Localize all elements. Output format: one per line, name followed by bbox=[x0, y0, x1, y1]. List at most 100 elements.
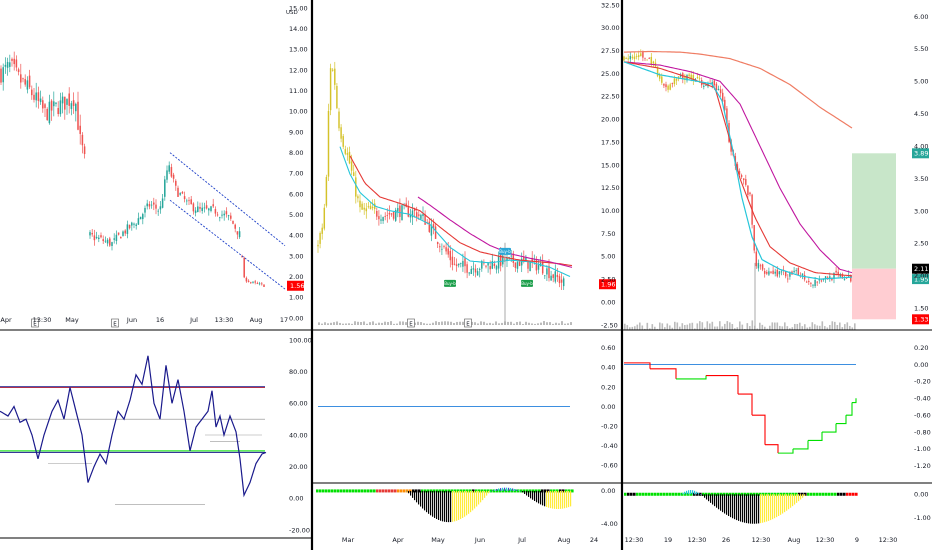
left-candle bbox=[33, 94, 35, 100]
squeeze-dot bbox=[816, 492, 819, 496]
right-candle bbox=[747, 185, 749, 195]
step-line bbox=[846, 402, 853, 416]
earnings-marker bbox=[407, 318, 415, 328]
right-volume-bar bbox=[639, 322, 641, 330]
earnings-marker bbox=[464, 318, 472, 328]
left-currency-label: USD bbox=[286, 10, 298, 16]
squeeze-dot bbox=[466, 489, 469, 493]
left-candle bbox=[106, 239, 109, 244]
momentum-bar bbox=[530, 490, 532, 499]
middle-candle bbox=[441, 248, 443, 250]
momentum-bar bbox=[436, 490, 438, 520]
momentum-bar bbox=[764, 494, 766, 523]
left-candle bbox=[168, 165, 170, 172]
middle-candle bbox=[518, 261, 521, 266]
squeeze-dot bbox=[490, 489, 493, 493]
right-candle bbox=[661, 76, 663, 83]
squeeze-dot bbox=[633, 492, 636, 496]
left-candle bbox=[190, 199, 192, 205]
right-histogram-pane[interactable] bbox=[624, 490, 858, 524]
middle-volume-bar bbox=[333, 322, 335, 325]
middle-candle bbox=[464, 258, 466, 267]
momentum-bar bbox=[456, 490, 458, 521]
momentum-bar bbox=[448, 490, 450, 523]
right-volume-bar bbox=[691, 322, 694, 330]
momentum-bar bbox=[694, 490, 696, 495]
middle-candle bbox=[397, 208, 399, 212]
right-volume-bar bbox=[744, 328, 746, 330]
middle-candle bbox=[514, 262, 517, 268]
right-candle bbox=[648, 57, 650, 59]
step-line bbox=[808, 432, 823, 442]
right-candle bbox=[787, 278, 789, 280]
squeeze-dot bbox=[319, 489, 322, 493]
left-candle bbox=[188, 200, 190, 202]
earnings-marker-label: E bbox=[113, 322, 117, 328]
right-candle bbox=[766, 271, 768, 274]
right-volume-bar bbox=[766, 328, 769, 330]
middle-candle bbox=[462, 261, 464, 267]
right-price-tag-label: 1.95 bbox=[914, 275, 928, 283]
middle-candle bbox=[357, 196, 359, 199]
left-candle bbox=[44, 104, 46, 108]
right-price-pane[interactable]: 3.89 2.11 1.95 1.33 bbox=[623, 49, 929, 330]
middle-volume-bar bbox=[525, 321, 527, 325]
middle-candle bbox=[447, 248, 449, 255]
left-candle bbox=[139, 216, 142, 220]
mid-osc-y-tick-label: 0.20 bbox=[601, 383, 615, 391]
right-oscillator-pane[interactable] bbox=[624, 362, 857, 454]
right-volume-bar bbox=[634, 326, 636, 330]
squeeze-dot bbox=[430, 489, 433, 493]
squeeze-dot bbox=[460, 489, 463, 493]
left-price-y-tick-label: 12.00 bbox=[289, 66, 308, 74]
middle-candle bbox=[470, 268, 473, 274]
right-candle bbox=[684, 76, 686, 80]
momentum-bar bbox=[510, 488, 512, 491]
squeeze-dot bbox=[726, 492, 729, 496]
middle-candle bbox=[523, 256, 525, 261]
right-candle bbox=[759, 265, 762, 267]
left-candle bbox=[247, 280, 250, 282]
right-candle bbox=[793, 270, 795, 273]
right-volume-bar bbox=[764, 326, 766, 330]
momentum-bar bbox=[754, 494, 756, 524]
middle-price-pane[interactable]: Buy-b Buy-b Buy-b E E 1.96 bbox=[317, 61, 616, 328]
left-candle bbox=[186, 200, 188, 202]
squeeze-dot bbox=[831, 492, 834, 496]
left-price-pane[interactable]: 1.56 E E bbox=[0, 51, 304, 328]
momentum-bar bbox=[684, 491, 686, 495]
left-candle bbox=[166, 170, 168, 180]
middle-volume-bar bbox=[339, 322, 341, 325]
middle-candle bbox=[460, 262, 462, 264]
right-candle bbox=[633, 56, 636, 60]
right-volume-bar bbox=[816, 325, 819, 330]
right-candle bbox=[713, 80, 716, 86]
middle-candle bbox=[491, 261, 494, 269]
middle-candle bbox=[468, 272, 470, 274]
right-volume-bar bbox=[709, 323, 711, 330]
middle-candle bbox=[466, 264, 468, 273]
right-candle bbox=[774, 271, 776, 274]
momentum-bar bbox=[752, 494, 754, 524]
left-candle bbox=[179, 193, 181, 195]
right-x-tick-label: Aug bbox=[788, 536, 801, 544]
momentum-bar bbox=[712, 494, 714, 505]
middle-candle bbox=[428, 221, 431, 232]
momentum-bar bbox=[724, 494, 726, 514]
squeeze-dot bbox=[373, 489, 376, 493]
right-candle bbox=[665, 84, 667, 88]
right-price-y-tick-label: 5.50 bbox=[914, 45, 928, 53]
left-candle bbox=[93, 235, 96, 241]
left-candle bbox=[241, 256, 243, 258]
middle-volume-bar bbox=[345, 323, 347, 325]
middle-volume-bar bbox=[366, 323, 368, 325]
middle-candle bbox=[327, 110, 330, 177]
left-oscillator-pane[interactable] bbox=[0, 355, 267, 505]
squeeze-dot bbox=[403, 489, 406, 493]
momentum-bar bbox=[482, 490, 484, 501]
right-price-y-tick-label: 3.00 bbox=[914, 207, 928, 215]
middle-volume-bar bbox=[351, 323, 353, 325]
mid-hist-y-tick-label: 0.00 bbox=[601, 487, 615, 495]
middle-histogram-pane[interactable] bbox=[316, 487, 574, 523]
squeeze-dot bbox=[714, 492, 717, 496]
